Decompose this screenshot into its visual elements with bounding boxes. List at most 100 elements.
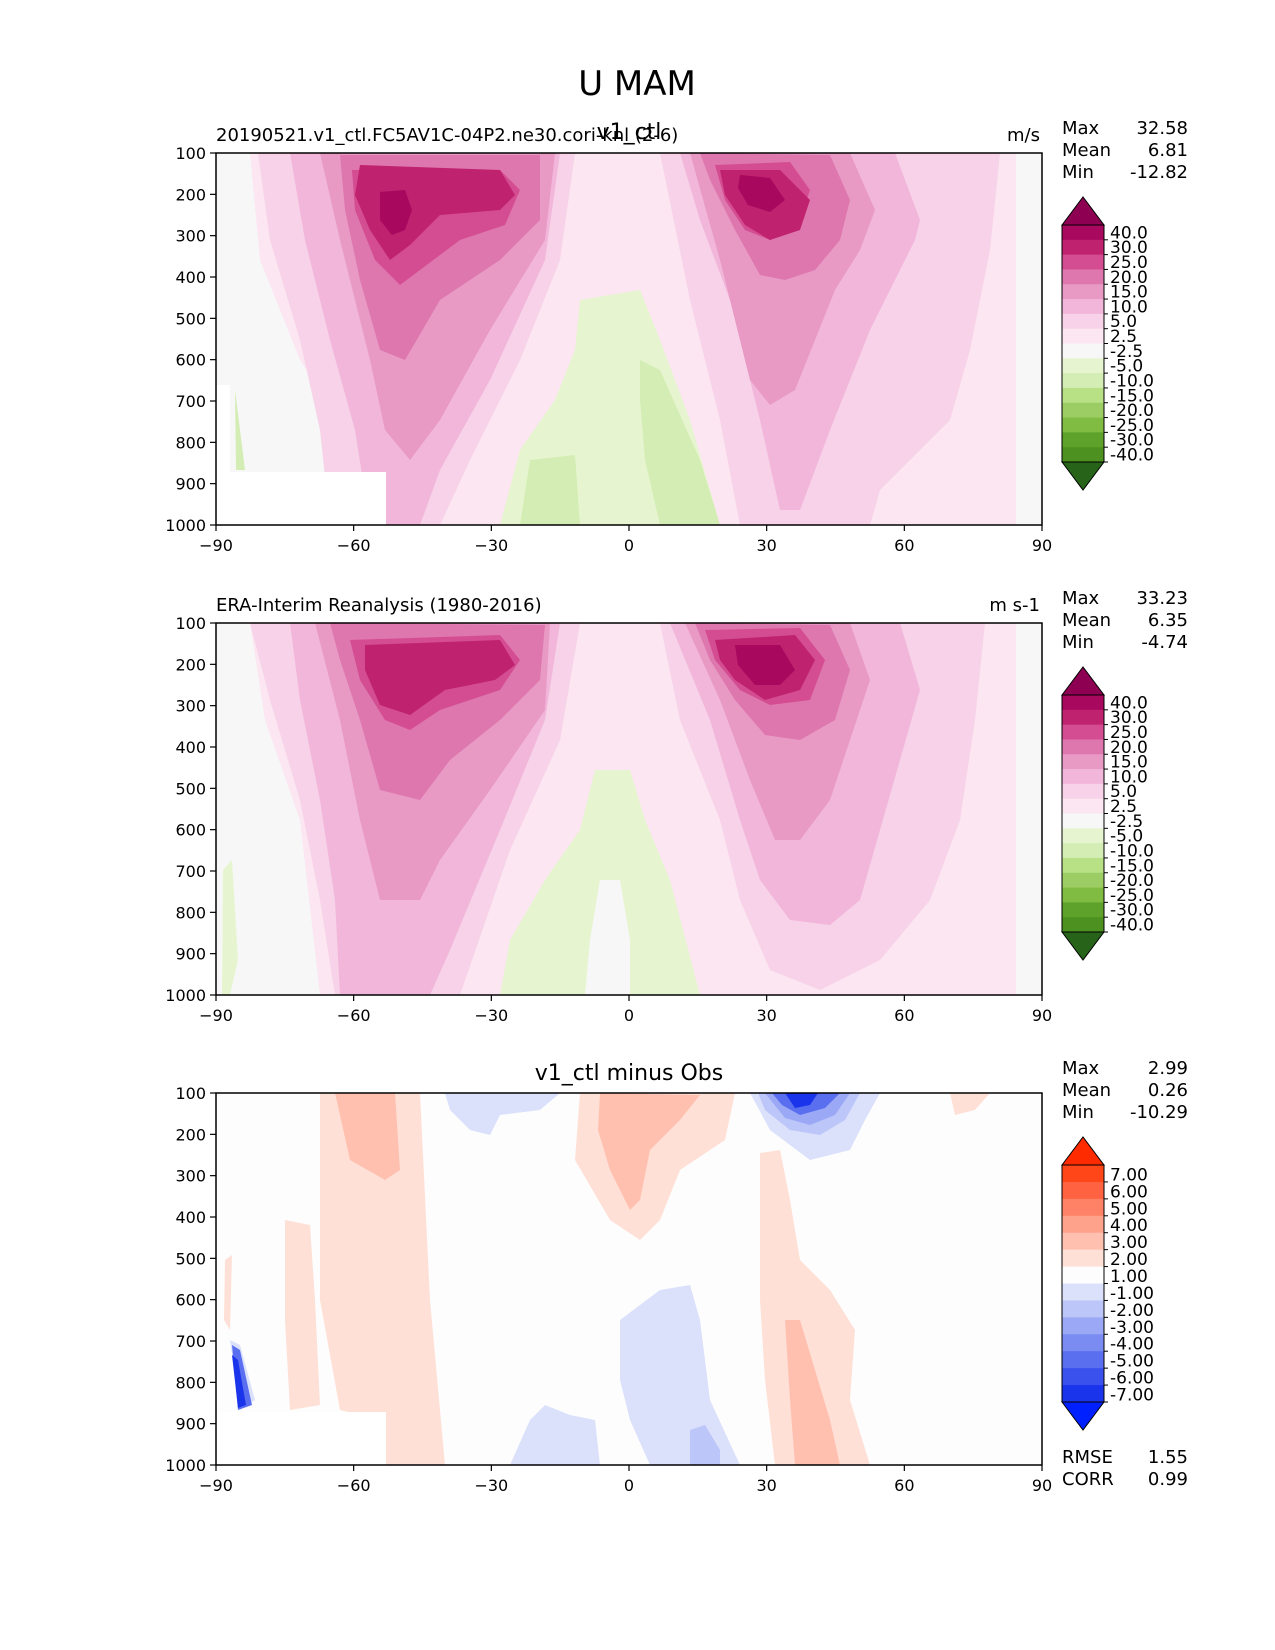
colorbar-label: -40.0 xyxy=(1110,446,1154,466)
colorbar-label: -2.5 xyxy=(1110,342,1143,362)
colorbar-segment xyxy=(1062,1215,1104,1234)
colorbar-label: 25.0 xyxy=(1110,723,1148,743)
stat-label: Max xyxy=(1062,1058,1100,1079)
colorbar-label: 40.0 xyxy=(1110,223,1148,243)
colorbar-segment xyxy=(1062,402,1104,419)
colorbar-label: 2.5 xyxy=(1110,797,1137,817)
y-tick-label: 600 xyxy=(175,351,206,370)
x-tick-label: −60 xyxy=(337,536,371,555)
panel-center-title: v1_ctl xyxy=(597,120,662,145)
colorbar-label: -5.00 xyxy=(1110,1352,1154,1372)
stat-label: Mean xyxy=(1062,1080,1111,1101)
y-tick-label: 700 xyxy=(175,862,206,881)
y-tick-label: 200 xyxy=(175,185,206,204)
colorbar-segment xyxy=(1062,373,1104,389)
colorbar-segment xyxy=(1062,887,1104,903)
colorbar-segment xyxy=(1062,254,1104,270)
contour-band xyxy=(320,1093,445,1465)
y-tick-label: 1000 xyxy=(165,516,206,535)
y-tick-label: 800 xyxy=(175,903,206,922)
y-tick-label: 400 xyxy=(175,268,206,287)
extra-stats: RMSE 1.55 CORR 0.99 xyxy=(1062,1447,1188,1490)
y-tick-label: 800 xyxy=(175,433,206,452)
x-tick-label: 60 xyxy=(894,536,914,555)
colorbar-label: 30.0 xyxy=(1110,238,1148,258)
stat-label: Max xyxy=(1062,118,1100,139)
colorbar-label: -20.0 xyxy=(1110,871,1154,891)
colorbar-segment xyxy=(1062,783,1104,800)
contour-band xyxy=(222,860,238,995)
colorbar: 7.006.005.004.003.002.001.00-1.00-2.00-3… xyxy=(1061,1136,1154,1431)
colorbar-segment xyxy=(1062,1283,1104,1301)
colorbar-label: -5.0 xyxy=(1110,357,1143,377)
contour-band xyxy=(230,623,320,995)
colorbar: 40.030.025.020.015.010.05.02.5-2.5-5.0-1… xyxy=(1061,196,1154,491)
x-tick-label: −60 xyxy=(337,1006,371,1025)
colorbar-label: 15.0 xyxy=(1110,283,1148,303)
x-axis: −90 −60 −30 0 30 60 90 xyxy=(199,995,1052,1025)
contour-band xyxy=(585,880,630,995)
contour-band xyxy=(355,165,515,260)
colorbar-label: -15.0 xyxy=(1110,856,1154,876)
x-tick-label: 30 xyxy=(756,536,776,555)
corr-label: CORR xyxy=(1062,1469,1114,1490)
panel-diff: v1_ctl minus Obs 10 xyxy=(165,1058,1188,1495)
colorbar-segment xyxy=(1062,857,1104,874)
colorbar-label: -10.0 xyxy=(1110,841,1154,861)
stat-value: 32.58 xyxy=(1136,118,1188,139)
x-tick-label: 30 xyxy=(756,1006,776,1025)
contour-band xyxy=(232,1355,246,1408)
contour-band xyxy=(510,1405,600,1465)
colorbar-label: 3.00 xyxy=(1110,1233,1148,1253)
colorbar-label: 5.0 xyxy=(1110,312,1137,332)
y-tick-label: 800 xyxy=(175,1373,206,1392)
x-tick-label: −90 xyxy=(199,536,233,555)
x-tick-label: −60 xyxy=(337,1476,371,1495)
contour-band xyxy=(224,1255,232,1330)
colorbar-label: 30.0 xyxy=(1110,708,1148,728)
contour-band xyxy=(620,1285,740,1465)
colorbar-label: 6.00 xyxy=(1110,1182,1148,1202)
x-tick-label: 30 xyxy=(756,1476,776,1495)
colorbar-segment xyxy=(1062,843,1104,859)
stat-value: -12.82 xyxy=(1130,162,1188,183)
colorbar-segment xyxy=(1062,225,1104,241)
y-tick-label: 700 xyxy=(175,392,206,411)
contour-band xyxy=(365,640,515,715)
stat-value: 2.99 xyxy=(1148,1058,1188,1079)
colorbar-segment xyxy=(1062,1198,1104,1217)
y-tick-label: 400 xyxy=(175,1208,206,1227)
stats: Max 2.99 Mean 0.26 Min -10.29 xyxy=(1062,1058,1188,1123)
x-tick-label: 60 xyxy=(894,1476,914,1495)
colorbar-label: -7.00 xyxy=(1110,1386,1154,1406)
y-tick-label: 100 xyxy=(175,1084,206,1103)
colorbar-segment xyxy=(1062,313,1104,330)
y-tick-label: 500 xyxy=(175,309,206,328)
missing-data-mask xyxy=(216,385,230,475)
contour-band xyxy=(520,455,580,525)
figure-title: U MAM xyxy=(578,64,696,104)
colorbar-segment xyxy=(1062,769,1104,785)
y-axis: 100 200 300 400 500 600 700 800 900 1000 xyxy=(165,144,216,535)
stat-value: 33.23 xyxy=(1136,588,1188,609)
colorbar-label: 25.0 xyxy=(1110,253,1148,273)
colorbar-segment xyxy=(1062,1232,1104,1251)
colorbar-segment xyxy=(1062,813,1104,829)
y-tick-label: 100 xyxy=(175,144,206,163)
panel-units: m s-1 xyxy=(989,595,1040,616)
colorbar-extend-max xyxy=(1061,666,1105,696)
colorbar-segment xyxy=(1062,1165,1104,1183)
y-tick-label: 100 xyxy=(175,614,206,633)
panel-left-title: 20190521.v1_ctl.FC5AV1C-04P2.ne30.cori-k… xyxy=(216,125,678,146)
x-tick-label: −30 xyxy=(474,536,508,555)
colorbar-label: 1.00 xyxy=(1110,1267,1148,1287)
colorbar-label: 40.0 xyxy=(1110,693,1148,713)
missing-data-mask xyxy=(216,472,386,525)
colorbar-label: 2.00 xyxy=(1110,1250,1148,1270)
y-tick-label: 300 xyxy=(175,697,206,716)
colorbar-label: 10.0 xyxy=(1110,767,1148,787)
x-tick-label: 60 xyxy=(894,1006,914,1025)
colorbar-label: 15.0 xyxy=(1110,753,1148,773)
x-tick-label: −30 xyxy=(474,1006,508,1025)
